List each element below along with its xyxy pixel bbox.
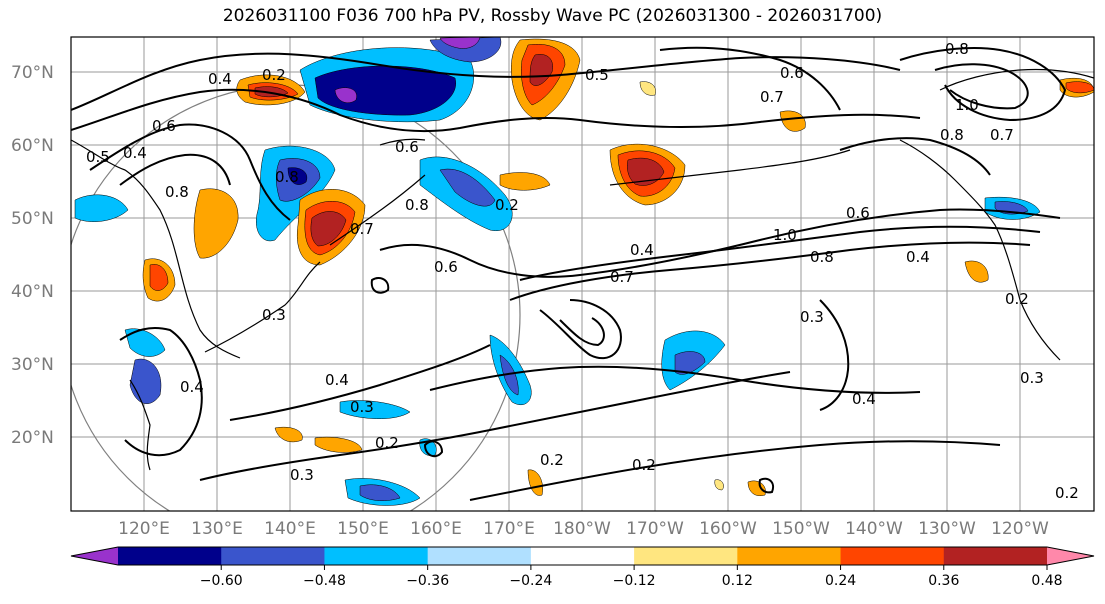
contour-label: 0.4 — [852, 390, 876, 408]
contour-label: 0.8 — [405, 196, 429, 214]
colorbar-tick-label: −0.12 — [613, 573, 656, 589]
colorbar-tick-label: −0.48 — [303, 573, 346, 589]
contour-label: 0.2 — [495, 196, 519, 214]
coastlines — [71, 68, 1094, 471]
lat-label: 30°N — [11, 355, 54, 375]
colorbar-cell — [427, 547, 532, 565]
lon-label: 140°E — [264, 519, 316, 539]
lon-label: 170°W — [626, 519, 684, 539]
contour-label: 0.6 — [780, 64, 804, 82]
contour-label: 1.0 — [773, 226, 797, 244]
contour-label: 1.0 — [955, 96, 979, 114]
contour-label: 0.4 — [208, 70, 232, 88]
colorbar-cell — [221, 547, 325, 565]
lon-label: 150°E — [337, 519, 389, 539]
lat-label: 70°N — [11, 63, 54, 83]
latitude-labels: 70°N 60°N 50°N 40°N 30°N 20°N — [11, 63, 54, 448]
lat-label: 40°N — [11, 282, 54, 302]
contour-label: 0.2 — [632, 456, 656, 474]
colorbar-cell — [737, 547, 842, 565]
lon-label: 120°E — [118, 519, 170, 539]
lon-label: 170°E — [483, 519, 535, 539]
lon-label: 130°E — [191, 519, 243, 539]
contour-label: 0.5 — [86, 148, 110, 166]
lon-label: 160°E — [410, 519, 462, 539]
colorbar-tick-label: −0.60 — [200, 573, 243, 589]
contour-label: 0.3 — [290, 466, 314, 484]
contour-label: 0.3 — [1020, 369, 1044, 387]
lat-label: 60°N — [11, 136, 54, 156]
contour-label: 0.4 — [325, 371, 349, 389]
graticule — [71, 37, 1094, 511]
colorbar-tick-label: 0.48 — [1031, 573, 1062, 589]
colorbar-tick-label: −0.24 — [509, 573, 552, 589]
contour-label: 0.7 — [350, 220, 374, 238]
pv-contours — [71, 46, 1067, 501]
contour-label: 0.4 — [906, 248, 930, 266]
lon-label: 180°W — [553, 519, 611, 539]
colorbar-tick-label: 0.24 — [825, 573, 856, 589]
contour-label: 0.8 — [945, 40, 969, 58]
contour-label: 0.3 — [350, 398, 374, 416]
contour-label: 0.2 — [1055, 484, 1079, 502]
contour-label: 0.2 — [262, 66, 286, 84]
contour-label: 0.3 — [800, 308, 824, 326]
contour-label: 0.8 — [940, 126, 964, 144]
contour-label: 0.6 — [395, 138, 419, 156]
contour-label: 0.7 — [610, 268, 634, 286]
contour-label: 0.8 — [165, 183, 189, 201]
contour-label: 0.5 — [585, 66, 609, 84]
colorbar-cell — [324, 547, 429, 565]
contour-label: 0.3 — [262, 306, 286, 324]
lon-label: 160°W — [699, 519, 757, 539]
contour-label: 0.7 — [990, 126, 1014, 144]
colorbar-cell — [943, 547, 1048, 565]
contour-label: 0.6 — [152, 117, 176, 135]
lon-label: 150°W — [772, 519, 830, 539]
contour-label: 0.2 — [1005, 290, 1029, 308]
colorbar-right-extension — [1047, 547, 1094, 565]
colorbar-tick-label: 0.12 — [722, 573, 753, 589]
contour-label: 0.2 — [375, 434, 399, 452]
contour-label: 0.8 — [275, 168, 299, 186]
map-frame — [70, 36, 1095, 512]
contour-label: 0.8 — [810, 248, 834, 266]
contour-label: 0.6 — [434, 258, 458, 276]
colorbar-cell — [118, 547, 222, 565]
colorbar-outline — [70, 546, 1095, 566]
colorbar-cell — [840, 547, 945, 565]
colorbar: −0.60 −0.48 −0.36 −0.24 −0.12 0.12 0.24 0.36 0.4… — [70, 546, 1095, 589]
lat-label: 50°N — [11, 209, 54, 229]
contour-label: 0.7 — [760, 88, 784, 106]
colorbar-tick-label: −0.36 — [406, 573, 449, 589]
pv-anomaly-shading — [74, 37, 1094, 506]
contour-labels: 0.4 0.2 0.6 0.5 0.4 0.8 0.8 0.6 0.6 0.8 … — [86, 40, 1079, 502]
contour-label: 0.6 — [846, 204, 870, 222]
contour-label: 0.4 — [630, 241, 654, 259]
lon-label: 140°W — [845, 519, 903, 539]
contour-label: 0.4 — [123, 144, 147, 162]
colorbar-cell — [530, 547, 635, 565]
lon-label: 120°W — [991, 519, 1049, 539]
lon-label: 130°W — [918, 519, 976, 539]
longitude-labels: 120°E 130°E 140°E 150°E 160°E 170°E 180°… — [118, 519, 1049, 539]
colorbar-cell — [634, 547, 738, 565]
colorbar-tick-label: 0.36 — [928, 573, 959, 589]
lat-label: 20°N — [11, 428, 54, 448]
colorbar-left-extension — [71, 547, 118, 565]
contour-label: 0.4 — [180, 378, 204, 396]
figure-title: 2026031100 F036 700 hPa PV, Rossby Wave … — [222, 6, 883, 26]
contour-label: 0.2 — [540, 451, 564, 469]
